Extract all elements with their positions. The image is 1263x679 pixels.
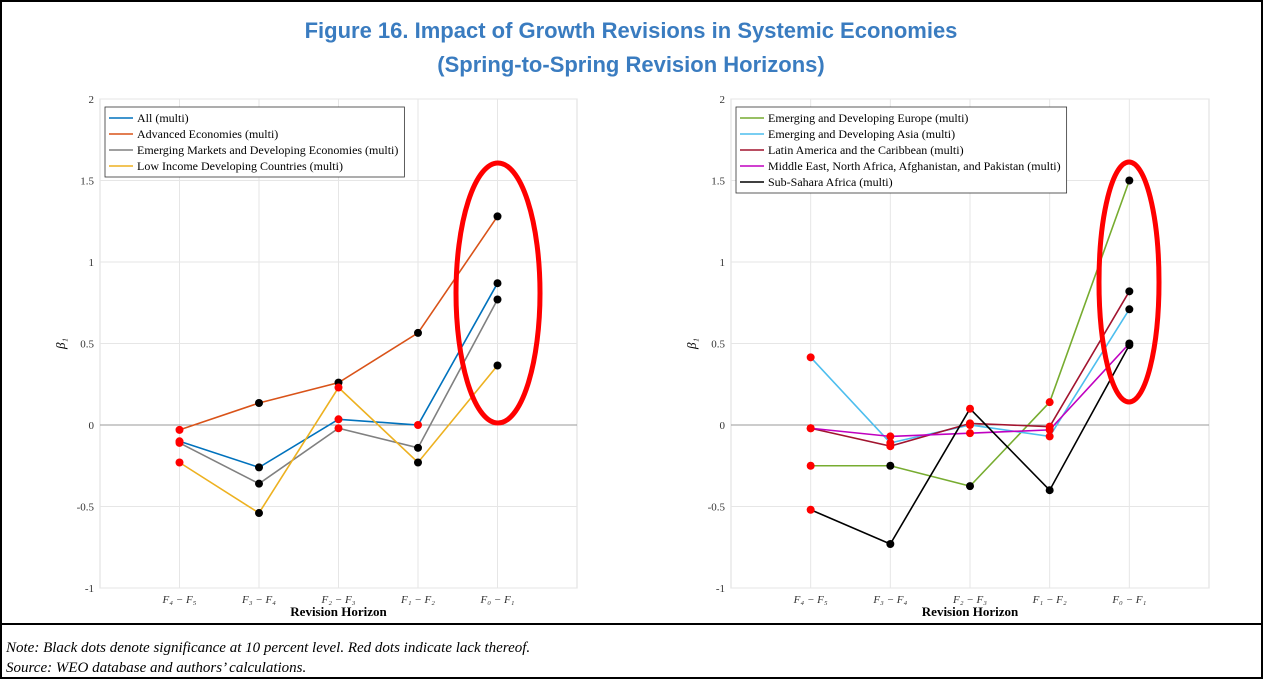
- data-point: [966, 482, 974, 491]
- y-tick-label: -1: [85, 583, 94, 595]
- data-point: [1045, 432, 1054, 441]
- data-point: [334, 415, 343, 424]
- data-point: [1125, 305, 1134, 314]
- legend-label: Emerging Markets and Developing Economie…: [137, 143, 398, 157]
- highlight-ellipse: [453, 160, 543, 426]
- data-point: [414, 458, 422, 467]
- title: Figure 16. Impact of Growth Revisions in…: [305, 18, 958, 43]
- legend-box: [104, 106, 405, 178]
- y-tick-label: 0.5: [80, 339, 94, 351]
- x-tick-label: F₂ − F₃: [952, 594, 987, 606]
- source: Source: WEO database and authors’ calcul…: [6, 660, 306, 676]
- data-point: [886, 432, 895, 441]
- data-point: [1125, 176, 1134, 185]
- y-tick-label: 0.5: [711, 339, 725, 351]
- data-point: [334, 424, 343, 433]
- y-axis-label: β₁: [53, 338, 68, 350]
- data-point: [255, 509, 263, 518]
- y-tick-label: 1: [89, 257, 95, 269]
- x-axis-label: Revision Horizon: [290, 604, 387, 619]
- legend-box: [735, 106, 1068, 194]
- data-point: [886, 539, 895, 548]
- y-tick-label: 1.5: [711, 176, 725, 188]
- x-tick-label: F₃ − F₄: [241, 594, 276, 606]
- x-tick-label: F₄ − F₅: [161, 594, 196, 606]
- data-point: [966, 404, 974, 413]
- data-point: [414, 443, 422, 452]
- data-point: [806, 424, 815, 433]
- legend-label: Emerging and Developing Europe (multi): [768, 111, 968, 125]
- data-point: [255, 398, 263, 407]
- data-point: [1125, 341, 1134, 350]
- y-tick-label: 0: [89, 420, 95, 432]
- data-point: [1125, 287, 1134, 296]
- data-point: [175, 425, 184, 434]
- legend: All (multi) Advanced Economies (multi) Eme…: [104, 106, 405, 178]
- x-tick-label: F₂ − F₃: [320, 594, 355, 606]
- y-tick-label: -1: [716, 583, 725, 595]
- y-tick-label: 1.5: [80, 176, 94, 188]
- data-point: [175, 438, 184, 447]
- legend-label: Advanced Economies (multi): [137, 127, 278, 141]
- legend-label: All (multi): [137, 111, 189, 125]
- legend: Emerging and Developing Europe (multi) Em…: [735, 106, 1068, 194]
- y-tick-label: -0.5: [77, 502, 95, 514]
- x-tick-label: F₀ − F₁: [479, 594, 514, 606]
- data-point: [806, 353, 815, 362]
- x-tick-label: F₄ − F₅: [793, 594, 828, 606]
- data-point: [175, 458, 184, 467]
- data-point: [966, 429, 974, 438]
- subtitle: (Spring-to-Spring Revision Horizons): [437, 52, 824, 77]
- y-tick-label: 2: [89, 94, 95, 106]
- data-point: [1045, 486, 1054, 495]
- data-point: [255, 479, 263, 488]
- x-tick-label: F₀ − F₁: [1111, 594, 1146, 606]
- highlight-ellipse: [1096, 159, 1162, 405]
- data-point: [806, 505, 815, 514]
- data-point: [966, 419, 974, 428]
- data-point: [493, 212, 502, 221]
- y-tick-label: 2: [720, 94, 726, 106]
- legend-label: Sub-Sahara Africa (multi): [768, 175, 893, 189]
- y-tick-label: 0: [720, 420, 726, 432]
- note: Note: Black dots denote significance at …: [5, 640, 530, 656]
- data-point: [886, 442, 895, 451]
- legend-label: Low Income Developing Countries (multi): [137, 159, 343, 173]
- data-point: [806, 461, 815, 470]
- data-point: [1045, 398, 1054, 407]
- legend-label: Middle East, North Africa, Afghanistan, …: [768, 159, 1061, 173]
- legend-label: Emerging and Developing Asia (multi): [768, 127, 955, 141]
- y-axis-label: β₁: [684, 338, 699, 350]
- data-point: [886, 461, 895, 470]
- y-tick-label: 1: [720, 257, 726, 269]
- data-point: [493, 295, 502, 304]
- data-point: [493, 279, 502, 288]
- data-point: [334, 383, 343, 392]
- x-tick-label: F₃ − F₄: [872, 594, 907, 606]
- x-tick-label: F₁ − F₂: [400, 594, 435, 606]
- x-axis-label: Revision Horizon: [922, 604, 1019, 619]
- y-tick-label: -0.5: [708, 502, 726, 514]
- legend-label: Latin America and the Caribbean (multi): [768, 143, 964, 157]
- data-point: [255, 463, 263, 472]
- x-tick-label: F₁ − F₂: [1032, 594, 1067, 606]
- data-point: [414, 328, 422, 337]
- data-point: [493, 361, 502, 370]
- data-point: [1045, 425, 1054, 434]
- data-point: [414, 421, 422, 429]
